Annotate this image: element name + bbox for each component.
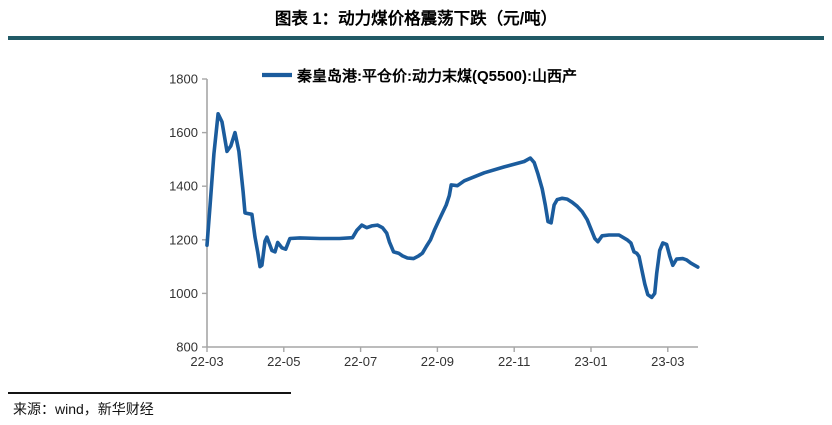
- x-tick-label: 23-01: [574, 354, 607, 369]
- x-tick-label: 22-11: [498, 354, 530, 369]
- price-series-line: [205, 112, 700, 300]
- y-tick-label: 1200: [169, 232, 198, 247]
- x-tick-label: 22-07: [344, 354, 377, 369]
- y-tick-label: 1600: [169, 125, 198, 140]
- x-tick-label: 22-05: [267, 354, 300, 369]
- x-tick-label: 22-03: [190, 354, 223, 369]
- y-tick-label: 1800: [169, 72, 198, 87]
- x-tick-label: 23-03: [651, 354, 684, 369]
- y-tick-label: 1400: [169, 179, 198, 194]
- y-tick-label: 1000: [169, 286, 198, 301]
- legend-label: 秦皇岛港:平仓价:动力末煤(Q5500):山西产: [296, 67, 577, 85]
- figure-title: 图表 1：动力煤价格震荡下跌（元/吨）: [274, 10, 558, 28]
- title-divider: [8, 36, 824, 40]
- x-tick-label: 22-09: [421, 354, 454, 369]
- source-text: 来源：wind，新华财经: [13, 401, 154, 417]
- y-tick-label: 800: [176, 340, 198, 355]
- source-divider: [8, 392, 291, 394]
